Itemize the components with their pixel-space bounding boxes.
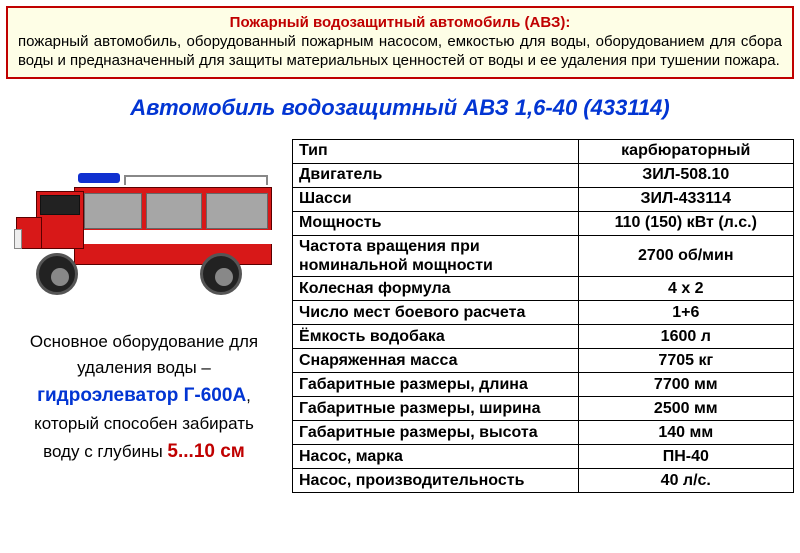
spec-value: 140 мм bbox=[578, 420, 793, 444]
table-row: Частота вращения при номинальной мощност… bbox=[293, 235, 794, 276]
spec-value: ПН-40 bbox=[578, 444, 793, 468]
spec-label: Шасси bbox=[293, 187, 579, 211]
equipment-name: гидроэлеватор Г-600А bbox=[37, 385, 246, 406]
spec-label: Габаритные размеры, длина bbox=[293, 372, 579, 396]
spec-label: Число мест боевого расчета bbox=[293, 300, 579, 324]
spec-value: 7700 мм bbox=[578, 372, 793, 396]
spec-label: Габаритные размеры, высота bbox=[293, 420, 579, 444]
caption-line2: удаления воды – bbox=[77, 358, 211, 377]
spec-value: 1600 л bbox=[578, 324, 793, 348]
table-row: Насос, производительность40 л/с. bbox=[293, 468, 794, 492]
table-row: ШассиЗИЛ-433114 bbox=[293, 187, 794, 211]
depth-value: 5...10 см bbox=[167, 441, 244, 462]
spec-label: Ёмкость водобака bbox=[293, 324, 579, 348]
spec-value: 110 (150) кВт (л.с.) bbox=[578, 211, 793, 235]
spec-label: Частота вращения при номинальной мощност… bbox=[293, 235, 579, 276]
left-column: Основное оборудование для удаления воды … bbox=[6, 139, 282, 493]
table-row: Колесная формула4 х 2 bbox=[293, 276, 794, 300]
definition-title: Пожарный водозащитный автомобиль (АВЗ): bbox=[18, 14, 782, 31]
spec-label: Насос, производительность bbox=[293, 468, 579, 492]
spec-value: ЗИЛ-433114 bbox=[578, 187, 793, 211]
table-row: Мощность110 (150) кВт (л.с.) bbox=[293, 211, 794, 235]
caption-line5a: воду с глубины bbox=[43, 442, 167, 461]
table-row: Снаряженная масса7705 кг bbox=[293, 348, 794, 372]
spec-label: Снаряженная масса bbox=[293, 348, 579, 372]
specs-tbody: Типкарбюраторный ДвигательЗИЛ-508.10 Шас… bbox=[293, 139, 794, 492]
spec-label: Колесная формула bbox=[293, 276, 579, 300]
table-row: Число мест боевого расчета1+6 bbox=[293, 300, 794, 324]
spec-label: Мощность bbox=[293, 211, 579, 235]
definition-box: Пожарный водозащитный автомобиль (АВЗ): … bbox=[6, 6, 794, 79]
spec-label: Двигатель bbox=[293, 163, 579, 187]
table-row: ДвигательЗИЛ-508.10 bbox=[293, 163, 794, 187]
spec-value: ЗИЛ-508.10 bbox=[578, 163, 793, 187]
specs-table: Типкарбюраторный ДвигательЗИЛ-508.10 Шас… bbox=[292, 139, 794, 493]
caption-comma: , bbox=[246, 386, 251, 405]
caption-line1: Основное оборудование для bbox=[30, 332, 258, 351]
spec-label: Тип bbox=[293, 139, 579, 163]
table-row: Габаритные размеры, длина7700 мм bbox=[293, 372, 794, 396]
spec-value: карбюраторный bbox=[578, 139, 793, 163]
caption-line4: который способен забирать bbox=[34, 414, 254, 433]
spec-value: 2500 мм bbox=[578, 396, 793, 420]
definition-text: пожарный автомобиль, оборудованный пожар… bbox=[18, 33, 782, 71]
equipment-caption: Основное оборудование для удаления воды … bbox=[6, 329, 282, 467]
table-row: Ёмкость водобака1600 л bbox=[293, 324, 794, 348]
spec-label: Насос, марка bbox=[293, 444, 579, 468]
spec-value: 7705 кг bbox=[578, 348, 793, 372]
main-title: Автомобиль водозащитный АВЗ 1,6-40 (4331… bbox=[6, 95, 794, 121]
fire-truck-image bbox=[14, 145, 274, 295]
spec-value: 4 х 2 bbox=[578, 276, 793, 300]
table-row: Типкарбюраторный bbox=[293, 139, 794, 163]
spec-label: Габаритные размеры, ширина bbox=[293, 396, 579, 420]
spec-value: 2700 об/мин bbox=[578, 235, 793, 276]
table-row: Габаритные размеры, высота140 мм bbox=[293, 420, 794, 444]
spec-value: 1+6 bbox=[578, 300, 793, 324]
table-row: Габаритные размеры, ширина2500 мм bbox=[293, 396, 794, 420]
spec-value: 40 л/с. bbox=[578, 468, 793, 492]
content-row: Основное оборудование для удаления воды … bbox=[6, 139, 794, 493]
table-row: Насос, маркаПН-40 bbox=[293, 444, 794, 468]
